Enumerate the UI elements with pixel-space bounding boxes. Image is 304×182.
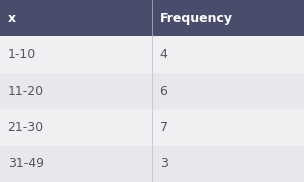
Bar [152, 36, 304, 73]
Bar [0, 0, 152, 36]
Bar [0, 36, 152, 73]
Text: 4: 4 [160, 48, 168, 61]
Text: Frequency: Frequency [160, 12, 233, 25]
Bar [152, 73, 304, 109]
Text: 11-20: 11-20 [8, 84, 44, 98]
Bar [0, 146, 152, 182]
Bar [0, 109, 152, 146]
Bar [152, 0, 304, 36]
Text: 6: 6 [160, 84, 168, 98]
Text: 31-49: 31-49 [8, 157, 43, 170]
Bar [152, 146, 304, 182]
Bar [152, 109, 304, 146]
Text: 3: 3 [160, 157, 168, 170]
Text: 21-30: 21-30 [8, 121, 44, 134]
Bar [0, 73, 152, 109]
Text: x: x [8, 12, 16, 25]
Text: 7: 7 [160, 121, 168, 134]
Text: 1-10: 1-10 [8, 48, 36, 61]
